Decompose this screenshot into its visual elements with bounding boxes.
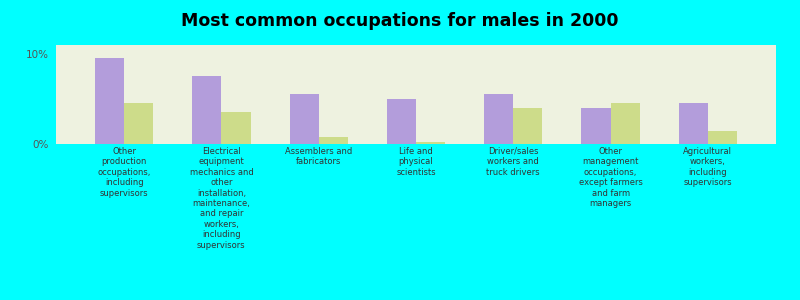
Bar — [290, 94, 318, 144]
Bar — [416, 142, 445, 144]
Bar — [95, 58, 124, 144]
Bar — [610, 103, 640, 144]
Bar — [192, 76, 222, 144]
Bar — [582, 108, 610, 144]
Text: Electrical
equipment
mechanics and
other
installation,
maintenance,
and repair
w: Electrical equipment mechanics and other… — [190, 147, 254, 250]
Bar — [387, 99, 416, 144]
Text: Most common occupations for males in 2000: Most common occupations for males in 200… — [182, 12, 618, 30]
Text: Driver/sales
workers and
truck drivers: Driver/sales workers and truck drivers — [486, 147, 540, 177]
Text: Assemblers and
fabricators: Assemblers and fabricators — [285, 147, 352, 167]
Bar — [124, 103, 154, 144]
Text: Other
management
occupations,
except farmers
and farm
managers: Other management occupations, except far… — [578, 147, 642, 208]
Text: Other
production
occupations,
including
supervisors: Other production occupations, including … — [98, 147, 150, 198]
Bar — [484, 94, 514, 144]
Bar — [514, 108, 542, 144]
Bar — [678, 103, 708, 144]
Text: Agricultural
workers,
including
supervisors: Agricultural workers, including supervis… — [683, 147, 732, 187]
Bar — [222, 112, 250, 144]
Bar — [318, 137, 348, 144]
Text: Life and
physical
scientists: Life and physical scientists — [396, 147, 436, 177]
Bar — [708, 130, 737, 144]
